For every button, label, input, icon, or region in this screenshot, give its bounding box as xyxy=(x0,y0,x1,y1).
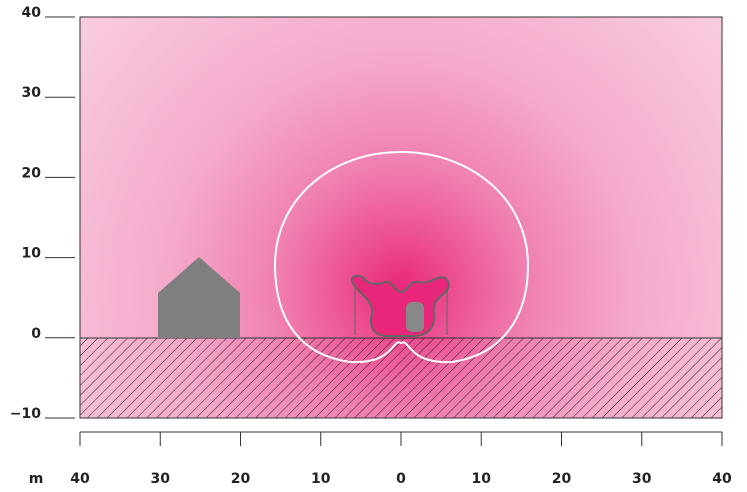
x-tick-label: 30 xyxy=(632,471,652,487)
x-tick-label: 10 xyxy=(311,471,331,487)
y-tick-label: 10 xyxy=(22,246,42,262)
x-tick-label: 40 xyxy=(70,471,90,487)
x-tick-label: 30 xyxy=(151,471,171,487)
robot-part xyxy=(406,302,424,332)
plot-area xyxy=(79,16,723,419)
y-tick-label: 20 xyxy=(22,165,42,181)
x-tick-label: 10 xyxy=(472,471,492,487)
robot xyxy=(350,274,450,337)
y-tick-label: 30 xyxy=(22,85,42,101)
y-tick-label: −10 xyxy=(10,406,41,422)
x-axis-label: m xyxy=(29,471,44,487)
house xyxy=(158,257,240,338)
x-tick-label: 0 xyxy=(396,471,406,487)
x-tick-label: 40 xyxy=(712,471,732,487)
x-tick-label: 20 xyxy=(231,471,251,487)
contour-line xyxy=(273,150,530,364)
y-tick-label: 0 xyxy=(31,326,41,342)
ground-hatch xyxy=(80,338,722,418)
x-tick-label: 20 xyxy=(552,471,572,487)
y-tick-label: 40 xyxy=(22,5,42,21)
plot-frame xyxy=(79,16,723,419)
